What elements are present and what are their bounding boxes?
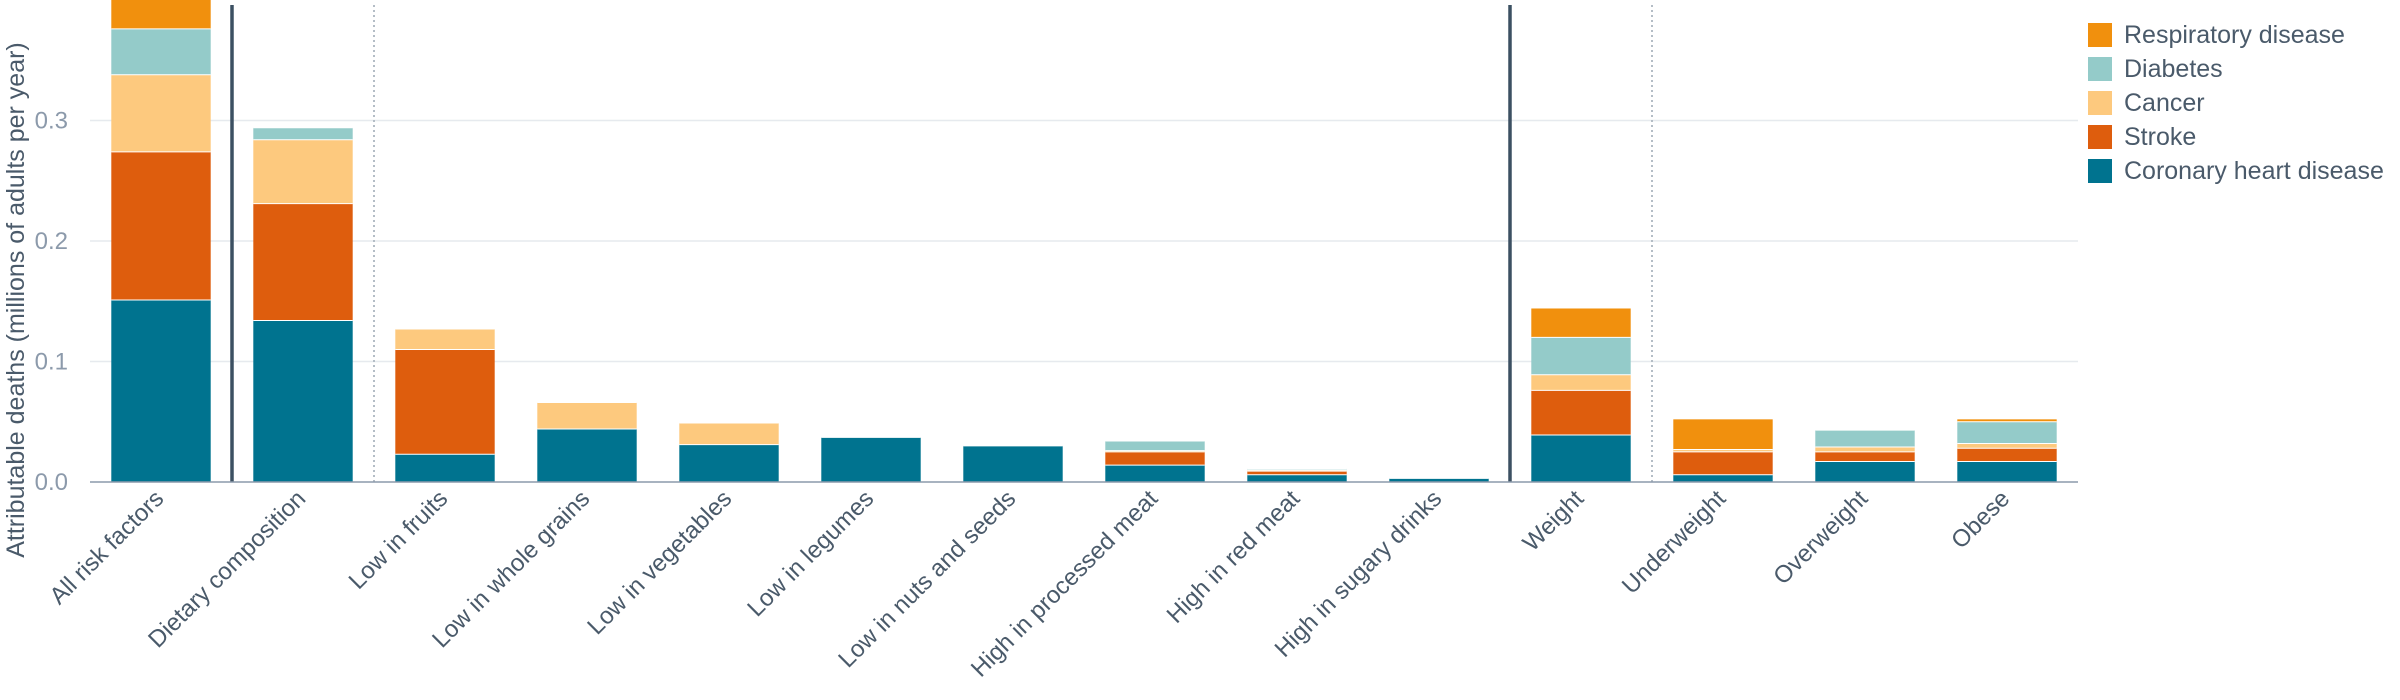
x-tick-label: Overweight — [1768, 485, 1873, 590]
legend-item[interactable]: Cancer — [2088, 86, 2384, 120]
bar-segment — [679, 422, 779, 445]
bars — [111, 0, 2057, 482]
x-tick-label: All risk factors — [45, 485, 170, 610]
bar-segment — [1957, 461, 2057, 482]
bar-segment — [1531, 308, 1631, 338]
y-tick-label: 0.1 — [35, 349, 68, 376]
bar-segment — [1815, 451, 1915, 462]
bar-segment — [1105, 441, 1205, 451]
bar-segment — [1531, 337, 1631, 375]
bar-segment — [1531, 374, 1631, 391]
bar-segment — [679, 444, 779, 482]
x-tick-label: Low in whole grains — [427, 485, 595, 653]
bar-segment — [537, 402, 637, 429]
bar-segment — [111, 28, 211, 75]
bar-segment — [1673, 451, 1773, 475]
bar-segment — [111, 151, 211, 301]
legend-swatch — [2088, 91, 2112, 115]
bar-segment — [253, 127, 353, 140]
x-tick-label: Low in fruits — [344, 485, 454, 595]
bar-segment — [1957, 443, 2057, 449]
bar-segment — [1957, 421, 2057, 444]
bar-segment — [1389, 478, 1489, 482]
y-tick-label: 0.3 — [35, 108, 68, 135]
legend-item[interactable]: Coronary heart disease — [2088, 154, 2384, 188]
bar-segment — [1957, 419, 2057, 422]
group-separators — [230, 5, 1653, 482]
bar-segment — [1105, 465, 1205, 482]
bar-segment — [821, 437, 921, 482]
bar-segment — [253, 320, 353, 482]
x-tick-label: Low in legumes — [742, 485, 879, 622]
bar-segment — [537, 428, 637, 482]
legend-swatch — [2088, 57, 2112, 81]
gridlines — [90, 119, 2078, 363]
bar-segment — [253, 139, 353, 204]
bar-segment — [253, 203, 353, 321]
bar-segment — [1531, 435, 1631, 482]
bar-segment — [1247, 471, 1347, 475]
bar-segment — [1957, 448, 2057, 462]
x-tick-label: Low in vegetables — [582, 485, 737, 640]
legend-label: Stroke — [2124, 122, 2197, 151]
legend-swatch — [2088, 23, 2112, 47]
bar-segment — [1531, 390, 1631, 436]
legend-swatch — [2088, 159, 2112, 183]
legend-swatch — [2088, 125, 2112, 149]
legend-item[interactable]: Stroke — [2088, 120, 2384, 154]
legend-label: Coronary heart disease — [2124, 156, 2384, 185]
x-tick-label: Dietary composition — [143, 485, 311, 653]
bar-segment — [1247, 468, 1347, 470]
y-axis-title: Attributable deaths (millions of adults … — [2, 42, 30, 558]
x-tick-label: Weight — [1518, 485, 1590, 557]
legend-label: Respiratory disease — [2124, 20, 2345, 49]
legend-item[interactable]: Diabetes — [2088, 52, 2384, 86]
bar-segment — [1673, 449, 1773, 452]
x-tick-label: Obese — [1946, 485, 2015, 554]
bar-segment — [1105, 450, 1205, 452]
bar-segment — [1673, 474, 1773, 482]
bar-segment — [963, 445, 1063, 482]
bar-segment — [1815, 447, 1915, 452]
bar-segment — [1105, 451, 1205, 466]
bar-segment — [395, 349, 495, 455]
legend-label: Cancer — [2124, 88, 2205, 117]
legend: Respiratory disease Diabetes Cancer Stroke C… — [2088, 18, 2384, 188]
bar-segment — [1815, 430, 1915, 448]
bar-segment — [111, 300, 211, 482]
y-tick-label: 0.0 — [35, 469, 68, 496]
legend-label: Diabetes — [2124, 54, 2223, 83]
x-tick-label: Underweight — [1617, 485, 1732, 600]
bar-segment — [1247, 474, 1347, 482]
bar-segment — [1815, 461, 1915, 482]
x-tick-label: High in red meat — [1162, 485, 1306, 629]
bar-segment — [1673, 419, 1773, 450]
bar-segment — [395, 454, 495, 482]
bar-segment — [111, 74, 211, 152]
bar-segment — [1247, 469, 1347, 472]
bar-segment — [395, 328, 495, 350]
legend-item[interactable]: Respiratory disease — [2088, 18, 2384, 52]
bar-segment — [111, 0, 211, 29]
y-tick-label: 0.2 — [35, 228, 68, 255]
